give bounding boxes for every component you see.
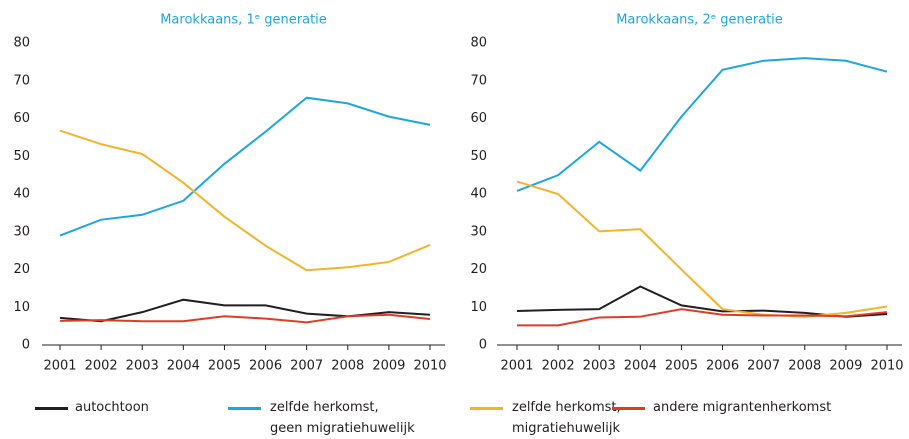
y-tick-label: 0 (479, 338, 487, 353)
y-tick-label: 70 (470, 73, 487, 88)
y-tick-label: 50 (470, 149, 487, 164)
y-tick-label: 70 (13, 73, 30, 88)
x-tick-label: 2010 (413, 359, 446, 374)
line-series (59, 96, 431, 237)
y-tick-label: 80 (13, 36, 30, 51)
x-tick-label: 2002 (542, 359, 575, 374)
x-tick-label: 2008 (331, 359, 364, 374)
x-tick-label: 2010 (870, 359, 903, 374)
y-tick-label: 60 (470, 111, 487, 126)
y-tick-label: 0 (22, 338, 30, 353)
y-tick-label: 10 (13, 300, 30, 315)
chart-title: Marokkaans, 2ᵉ generatie (616, 13, 783, 28)
x-tick-label: 2006 (706, 359, 739, 374)
x-tick-label: 2007 (747, 359, 780, 374)
legend-swatch (35, 407, 68, 410)
y-tick-label: 60 (13, 111, 30, 126)
y-tick-label: 20 (470, 262, 487, 277)
x-tick-label: 2009 (829, 359, 862, 374)
x-tick-label: 2002 (85, 359, 118, 374)
line-series (59, 298, 431, 323)
x-tick-label: 2001 (43, 359, 76, 374)
x-tick-label: 2003 (583, 359, 616, 374)
y-tick-label: 50 (13, 149, 30, 164)
x-tick-label: 2001 (500, 359, 533, 374)
y-tick-label: 10 (470, 300, 487, 315)
y-tick-label: 40 (13, 187, 30, 202)
y-tick-label: 40 (470, 187, 487, 202)
x-tick-label: 2005 (665, 359, 698, 374)
legend-label: zelfde herkomst, migratiehuwelijk (512, 400, 621, 436)
line-series (516, 180, 888, 318)
x-tick-label: 2007 (290, 359, 323, 374)
x-tick-label: 2008 (788, 359, 821, 374)
x-tick-label: 2009 (372, 359, 405, 374)
x-tick-label: 2004 (167, 359, 200, 374)
line-series (59, 129, 431, 272)
legend-swatch (470, 407, 503, 410)
x-tick-label: 2004 (624, 359, 657, 374)
legend-label: zelfde herkomst, geen migratiehuwelijk (270, 400, 415, 436)
legend-label: andere migrantenherkomst (653, 400, 832, 415)
x-tick-label: 2003 (126, 359, 159, 374)
legend-swatch (612, 407, 645, 410)
x-tick-label: 2006 (249, 359, 282, 374)
chart-title: Marokkaans, 1ᵉ generatie (160, 13, 327, 28)
legend-label: autochtoon (75, 400, 149, 415)
line-series (517, 308, 888, 327)
line-series (59, 313, 431, 324)
legend-swatch (228, 407, 261, 410)
y-tick-label: 30 (470, 224, 487, 239)
line-series (516, 57, 888, 192)
y-tick-label: 80 (470, 36, 487, 51)
y-tick-label: 20 (13, 262, 30, 277)
x-tick-label: 2005 (208, 359, 241, 374)
y-tick-label: 30 (13, 224, 30, 239)
